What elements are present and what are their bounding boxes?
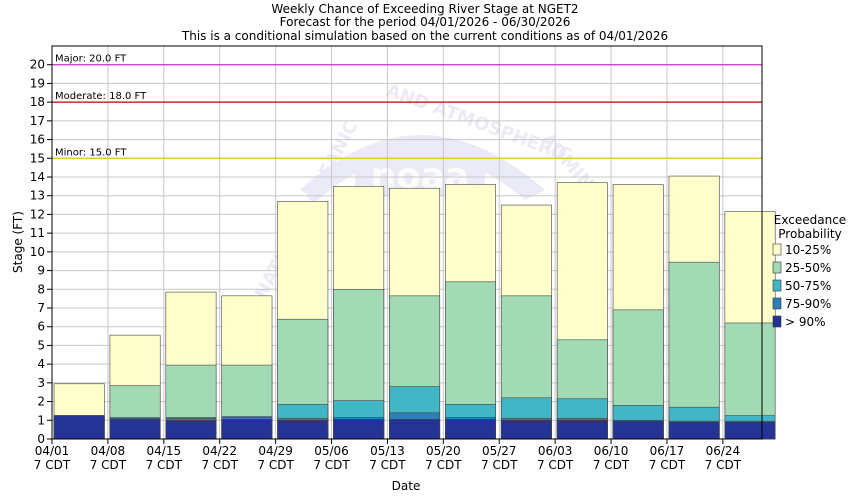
legend-title-line-2: Probability <box>778 227 841 241</box>
x-tick-time: 7 CDT <box>705 458 742 472</box>
x-tick-time: 7 CDT <box>649 458 686 472</box>
bar-90-2 <box>165 419 217 440</box>
legend-swatch <box>772 261 782 274</box>
bar-90-3 <box>221 419 273 440</box>
x-tick-time: 7 CDT <box>146 458 183 472</box>
legend-title-line-1: Exceedance <box>774 213 846 227</box>
x-tick-time: 7 CDT <box>257 458 294 472</box>
legend-swatch <box>772 279 782 292</box>
plot-axes <box>51 45 763 440</box>
bar-90-0 <box>53 415 105 440</box>
y-tick-label: 8 <box>37 282 45 296</box>
legend-swatch <box>772 297 782 310</box>
bar-90-6 <box>389 419 441 440</box>
x-tick-time: 7 CDT <box>313 458 350 472</box>
bar-90-11 <box>668 421 720 440</box>
bar-90-8 <box>500 419 552 440</box>
legend-entries: 10-25% 25-50% 50-75% 75-90% > 90% <box>772 243 831 329</box>
bar-90-7 <box>445 419 496 440</box>
y-tick-label: 18 <box>30 95 45 109</box>
x-tick-date: 05/06 <box>314 444 349 458</box>
plot-frame <box>51 45 763 440</box>
x-tick-time: 7 CDT <box>481 458 518 472</box>
x-tick-date: 05/13 <box>370 444 405 458</box>
y-tick-label: 9 <box>37 264 45 278</box>
y-tick-label: 14 <box>30 170 45 184</box>
bar-90-12 <box>724 421 776 440</box>
x-tick-time: 7 CDT <box>537 458 574 472</box>
chart-title-line-2: Forecast for the period 04/01/2026 - 06/… <box>280 15 571 29</box>
x-tick-date: 04/22 <box>202 444 237 458</box>
legend-label: > 90% <box>785 315 826 329</box>
flood-label-1: Moderate: 18.0 FT <box>55 91 147 102</box>
bar-layer <box>53 175 776 440</box>
y-tick-label: 19 <box>30 76 45 90</box>
y-tick-label: 11 <box>30 226 45 240</box>
flood-label-0: Major: 20.0 FT <box>55 54 127 65</box>
x-tick-date: 05/27 <box>482 444 517 458</box>
flood-label-2: Minor: 15.0 FT <box>55 147 127 158</box>
y-tick-label: 7 <box>37 301 45 315</box>
y-tick-label: 15 <box>30 151 45 165</box>
x-tick-time: 7 CDT <box>369 458 406 472</box>
x-tick-time: 7 CDT <box>202 458 239 472</box>
y-tick-label: 6 <box>37 320 45 334</box>
x-tick-date: 06/17 <box>650 444 685 458</box>
x-tick-date: 04/08 <box>91 444 126 458</box>
bar-90-10 <box>612 420 664 440</box>
x-tick-date: 04/29 <box>258 444 293 458</box>
legend-swatch <box>772 315 782 328</box>
legend-label: 50-75% <box>785 279 831 293</box>
y-tick-label: 16 <box>30 133 45 147</box>
x-tick-date: 04/15 <box>147 444 182 458</box>
x-tick-time: 7 CDT <box>90 458 127 472</box>
legend-label: 25-50% <box>785 261 831 275</box>
x-tick-time: 7 CDT <box>34 458 71 472</box>
x-tick-date: 04/01 <box>35 444 70 458</box>
y-tick-label: 5 <box>37 338 45 352</box>
legend-label: 10-25% <box>785 243 831 257</box>
y-tick-label: 17 <box>30 114 45 128</box>
legend: Exceedance Probability 10-25% 25-50% 50-75… <box>772 213 846 329</box>
y-tick-label: 13 <box>30 189 45 203</box>
bar-90-4 <box>277 419 329 440</box>
x-tick-time: 7 CDT <box>425 458 462 472</box>
bar-90-5 <box>333 419 385 440</box>
y-tick-label: 0 <box>37 432 45 446</box>
x-tick-date: 06/24 <box>706 444 741 458</box>
x-tick-time: 7 CDT <box>593 458 630 472</box>
y-tick-label: 4 <box>37 357 45 371</box>
y-axis-label: Stage (FT) <box>11 211 25 273</box>
chart-title-line-3: This is a conditional simulation based o… <box>181 29 668 43</box>
x-tick-date: 05/20 <box>426 444 461 458</box>
y-tick-label: 10 <box>30 245 45 259</box>
legend-label: 75-90% <box>785 297 831 311</box>
flood-stage-lines: Major: 20.0 FT Moderate: 18.0 FT Minor: 15… <box>52 54 762 159</box>
x-axis-label: Date <box>392 479 421 493</box>
chart-title-line-1: Weekly Chance of Exceeding River Stage a… <box>271 2 578 16</box>
bar-90-1 <box>109 419 161 440</box>
y-tick-label: 2 <box>37 395 45 409</box>
y-tick-label: 20 <box>30 58 45 72</box>
x-tick-date: 06/03 <box>538 444 573 458</box>
bar-90-9 <box>556 419 608 440</box>
chart-titles: Weekly Chance of Exceeding River Stage a… <box>181 2 668 43</box>
y-tick-label: 3 <box>37 376 45 390</box>
x-tick-date: 06/10 <box>594 444 629 458</box>
legend-swatch <box>772 243 782 256</box>
y-tick-label: 12 <box>30 207 45 221</box>
y-tick-label: 1 <box>37 413 45 427</box>
